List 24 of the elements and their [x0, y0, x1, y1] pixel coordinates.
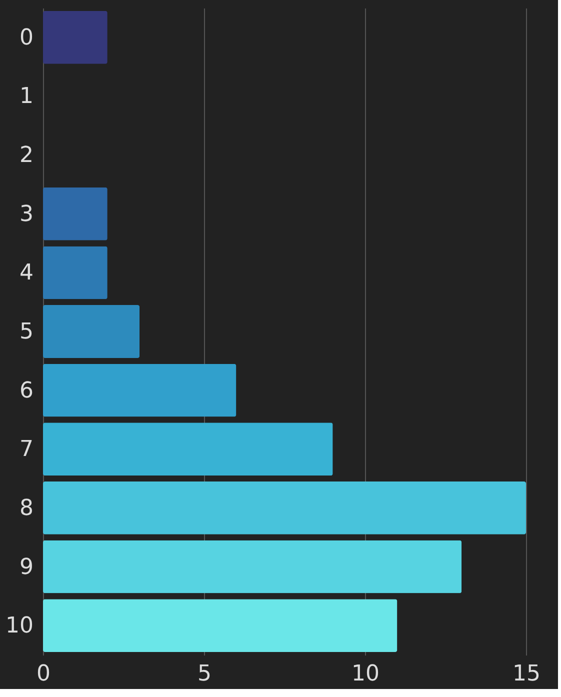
bar	[43, 599, 398, 652]
bar	[43, 246, 108, 300]
bar	[43, 540, 462, 594]
y-tick-label: 7	[20, 437, 34, 462]
bar	[43, 364, 236, 417]
x-tick-label: 10	[352, 662, 380, 686]
x-tick-label: 5	[198, 662, 212, 686]
y-tick-label: 4	[20, 260, 34, 286]
bar	[43, 481, 526, 534]
y-tick-label: 2	[20, 143, 34, 168]
y-tick-label: 10	[6, 614, 34, 639]
y-tick-label: 5	[20, 320, 34, 344]
y-tick-label: 3	[20, 202, 34, 227]
bar	[43, 305, 140, 358]
y-tick-label: 9	[20, 554, 34, 580]
bar	[43, 187, 108, 240]
y-tick-label: 1	[20, 84, 34, 110]
y-tick-label: 6	[20, 378, 34, 404]
bar	[43, 422, 333, 476]
bar	[43, 10, 108, 64]
x-tick-label: 15	[512, 662, 540, 686]
y-tick-label: 0	[20, 25, 34, 50]
y-tick-label: 8	[20, 496, 34, 521]
x-tick-label: 0	[36, 662, 50, 686]
